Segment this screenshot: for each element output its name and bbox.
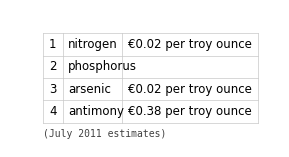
Text: 1: 1 [49, 38, 56, 51]
Text: 2: 2 [49, 60, 56, 73]
Text: nitrogen: nitrogen [68, 38, 118, 51]
Text: 4: 4 [49, 105, 56, 118]
Text: arsenic: arsenic [68, 83, 111, 96]
Text: €0.02 per troy ounce: €0.02 per troy ounce [128, 38, 252, 51]
Text: 3: 3 [49, 83, 56, 96]
Text: €0.38 per troy ounce: €0.38 per troy ounce [128, 105, 252, 118]
Text: phosphorus: phosphorus [68, 60, 137, 73]
Text: antimony: antimony [68, 105, 124, 118]
Text: (July 2011 estimates): (July 2011 estimates) [43, 130, 166, 139]
Text: €0.02 per troy ounce: €0.02 per troy ounce [128, 83, 252, 96]
